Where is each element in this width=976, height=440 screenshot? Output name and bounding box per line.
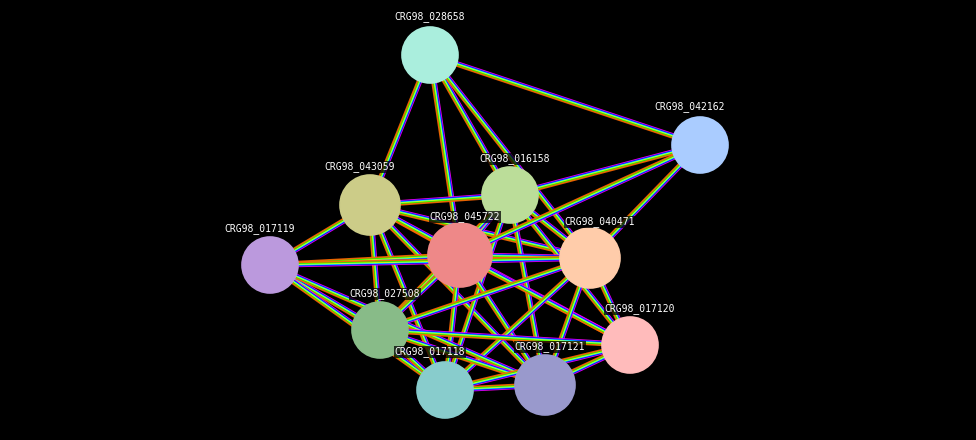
Circle shape [242,237,298,293]
Text: CRG98_017118: CRG98_017118 [394,347,466,357]
Text: CRG98_043059: CRG98_043059 [325,161,395,172]
Circle shape [482,167,538,223]
Circle shape [602,317,658,373]
Text: CRG98_017121: CRG98_017121 [514,341,586,352]
Circle shape [560,228,620,288]
Text: CRG98_045722: CRG98_045722 [429,212,501,223]
Text: CRG98_027508: CRG98_027508 [349,289,421,300]
Circle shape [417,362,473,418]
Circle shape [428,223,492,287]
Text: CRG98_028658: CRG98_028658 [394,11,466,22]
Text: CRG98_017119: CRG98_017119 [224,224,296,235]
Text: CRG98_040471: CRG98_040471 [565,216,635,227]
Text: CRG98_016158: CRG98_016158 [480,154,550,165]
Text: CRG98_042162: CRG98_042162 [655,102,725,113]
Circle shape [672,117,728,173]
Circle shape [352,302,408,358]
Text: CRG98_017120: CRG98_017120 [605,304,675,315]
Circle shape [340,175,400,235]
Circle shape [402,27,458,83]
Circle shape [515,355,575,415]
